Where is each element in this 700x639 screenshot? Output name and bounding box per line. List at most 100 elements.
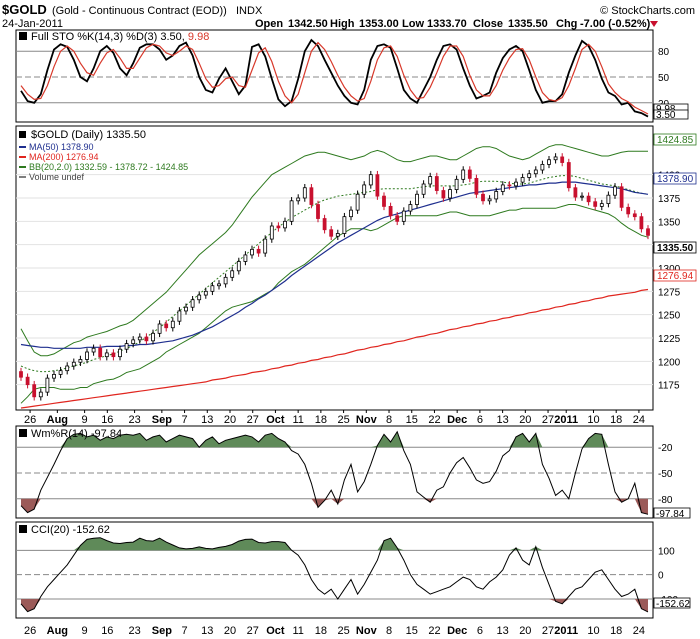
candle bbox=[236, 261, 241, 272]
candle bbox=[613, 186, 617, 196]
bb-mid-line bbox=[20, 175, 649, 373]
candle bbox=[19, 371, 23, 378]
willr-overbought-area bbox=[21, 431, 648, 448]
svg-text:CCI(20) -152.62: CCI(20) -152.62 bbox=[31, 524, 110, 536]
candle bbox=[309, 187, 314, 205]
cci-tick-label: 0 bbox=[658, 571, 664, 582]
bb-upper-line bbox=[20, 144, 648, 357]
candle bbox=[197, 294, 202, 301]
svg-text:Full STO %K(14,3) %D(3) 3.50,: Full STO %K(14,3) %D(3) 3.50, 9.98 bbox=[31, 31, 209, 43]
candle bbox=[527, 173, 532, 178]
candle bbox=[494, 191, 499, 200]
price-last-box bbox=[653, 172, 697, 185]
svg-text:1333.70: 1333.70 bbox=[427, 18, 467, 30]
candle bbox=[302, 187, 307, 199]
willr-panel bbox=[15, 425, 654, 519]
price-last-box bbox=[653, 269, 697, 282]
price-last-box bbox=[653, 133, 697, 146]
x-axis-label: Oct bbox=[266, 414, 285, 426]
candle bbox=[421, 183, 426, 195]
x-axis-label-bottom: 13 bbox=[496, 625, 508, 637]
price-legend: $GOLD (Daily) 1335.50 bbox=[19, 129, 146, 141]
candle bbox=[25, 376, 30, 386]
candle bbox=[507, 184, 512, 187]
candle bbox=[514, 181, 518, 187]
x-axis-label: Aug bbox=[47, 414, 68, 426]
cci-last-value: -152.62 bbox=[656, 599, 690, 610]
x-axis-label: 9 bbox=[82, 414, 88, 426]
candle bbox=[553, 156, 558, 161]
ma200-line bbox=[20, 288, 649, 409]
svg-text:Close: Close bbox=[473, 18, 503, 30]
candle bbox=[593, 201, 598, 207]
x-axis-label-bottom: 8 bbox=[386, 625, 392, 637]
x-axis-label-bottom: 25 bbox=[337, 625, 349, 637]
price-legend-item: MA(50) 1378.90 bbox=[29, 142, 94, 152]
cci-tick-label: 100 bbox=[658, 546, 675, 557]
svg-text:Wm%R(14) -97.84: Wm%R(14) -97.84 bbox=[31, 428, 122, 440]
candle bbox=[190, 299, 195, 308]
exchange-label: INDX bbox=[236, 5, 263, 17]
price-legend-item: BB(20,2.0) 1332.59 - 1378.72 - 1424.85 bbox=[29, 162, 188, 172]
price-tick-label: 1175 bbox=[658, 381, 680, 392]
candle bbox=[533, 169, 538, 175]
candle bbox=[250, 248, 254, 256]
x-axis-label: 22 bbox=[428, 414, 440, 426]
x-axis-label: 11 bbox=[292, 414, 303, 426]
candle bbox=[520, 177, 525, 183]
bb-lower-line bbox=[20, 204, 649, 404]
candle bbox=[467, 169, 472, 179]
price-tick-label: 1350 bbox=[658, 217, 681, 228]
candle bbox=[560, 156, 565, 163]
willr-plot: -20 -50 -80 -97.84 bbox=[16, 430, 691, 520]
x-axis-label: 26 bbox=[24, 414, 36, 426]
price-legend-item: Volume undef bbox=[29, 172, 85, 182]
x-axis-label: 13 bbox=[201, 414, 213, 426]
candle bbox=[547, 159, 551, 165]
cci-panel bbox=[15, 521, 654, 619]
x-axis-label: 2011 bbox=[554, 414, 578, 426]
x-axis-label-bottom: 13 bbox=[201, 625, 213, 637]
candle bbox=[329, 229, 334, 237]
sto-line bbox=[20, 38, 649, 118]
candle bbox=[606, 194, 611, 204]
candle bbox=[65, 365, 70, 372]
candle bbox=[342, 216, 347, 234]
candle bbox=[335, 233, 340, 237]
candle bbox=[599, 203, 604, 207]
sto-last-value: 3.50 bbox=[656, 110, 676, 121]
x-axis-label: 15 bbox=[406, 414, 418, 426]
candle bbox=[316, 204, 320, 219]
x-axis-label-bottom: 15 bbox=[406, 625, 418, 637]
x-axis-label-bottom: 18 bbox=[315, 625, 327, 637]
candle bbox=[382, 195, 386, 207]
candle bbox=[276, 225, 281, 229]
candle bbox=[230, 270, 235, 278]
x-axis-label: 8 bbox=[386, 414, 392, 426]
willr-tick-label: -50 bbox=[658, 469, 673, 480]
price-tick-label: 1225 bbox=[658, 334, 681, 345]
candle bbox=[118, 348, 122, 358]
x-axis-label: 16 bbox=[101, 414, 113, 426]
candle bbox=[157, 323, 162, 334]
x-axis-label-bottom: 6 bbox=[477, 625, 483, 637]
candle bbox=[263, 238, 268, 254]
ma50-line bbox=[20, 181, 649, 349]
candle bbox=[269, 225, 274, 240]
x-axis-label-bottom: 9 bbox=[82, 625, 88, 637]
svg-text:$GOLD (Daily) 1335.50: $GOLD (Daily) 1335.50 bbox=[31, 129, 146, 141]
candle bbox=[434, 176, 439, 191]
candle bbox=[223, 276, 228, 285]
candle bbox=[395, 215, 400, 222]
candle bbox=[91, 347, 96, 353]
price-last-value: 1276.94 bbox=[657, 271, 694, 282]
x-axis-label-bottom: 10 bbox=[587, 625, 599, 637]
x-axis-label-bottom: 7 bbox=[182, 625, 188, 637]
candle bbox=[586, 195, 591, 203]
price-last-value: 1378.90 bbox=[657, 174, 694, 185]
candle bbox=[573, 187, 578, 198]
candle bbox=[454, 178, 459, 190]
willr-last-box bbox=[653, 507, 691, 519]
cci-last-box bbox=[653, 597, 691, 609]
